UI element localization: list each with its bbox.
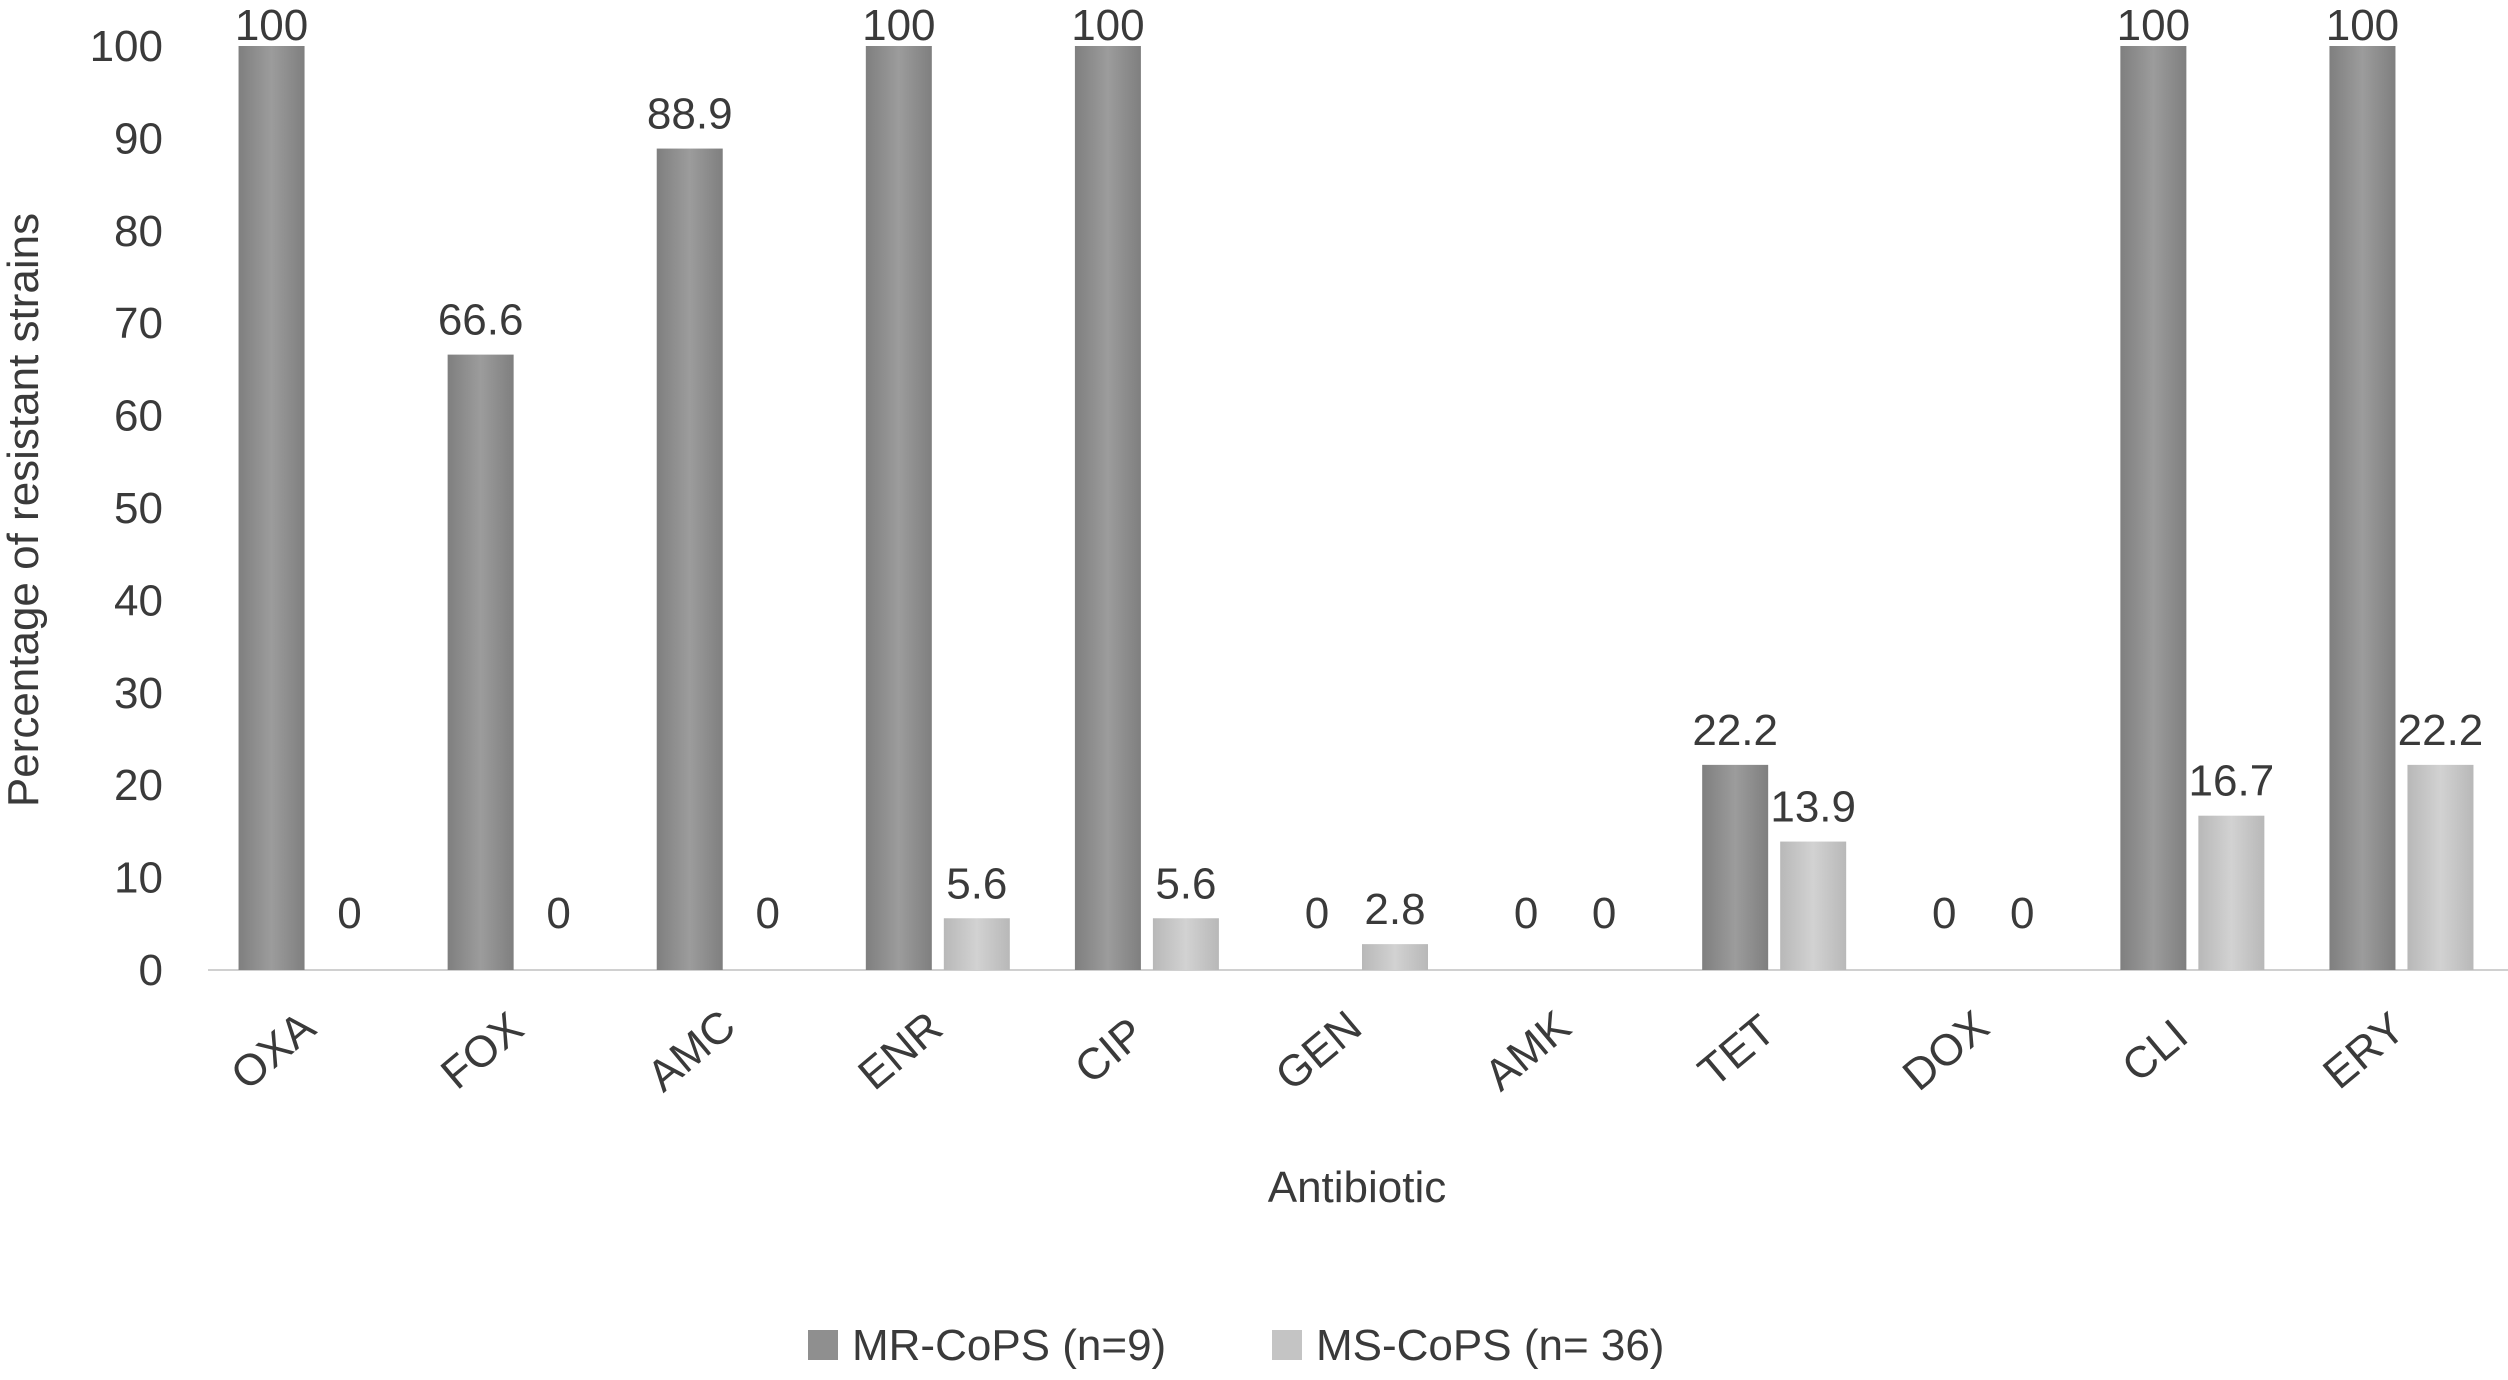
data-label: 100 — [235, 1, 308, 50]
data-label: 100 — [862, 1, 935, 50]
y-axis-label: Percentage of resistant strains — [0, 213, 48, 807]
data-label: 100 — [1071, 1, 1144, 50]
bars — [238, 46, 2474, 971]
bar-mr-cops-fox — [447, 354, 514, 971]
bar-mr-cops-ery — [2329, 46, 2396, 970]
bar-ms-cops-gen — [1362, 944, 1428, 970]
y-tick-label: 80 — [114, 207, 163, 256]
data-label: 100 — [2117, 1, 2190, 50]
x-tick-label-oxa: OXA — [222, 1002, 325, 1100]
bar-mr-cops-amc — [656, 148, 723, 971]
data-label: 100 — [2326, 1, 2399, 50]
y-axis-ticks: 0 10 20 30 40 50 60 70 80 90 100 — [90, 22, 163, 995]
data-label: 22.2 — [2398, 706, 2484, 755]
legend-swatch — [808, 1330, 838, 1360]
bar-ms-cops-cli — [2198, 815, 2265, 970]
data-label: 0 — [337, 889, 361, 938]
x-axis-label: Antibiotic — [1268, 1163, 1447, 1212]
y-tick-label: 0 — [139, 946, 163, 995]
y-tick-label: 90 — [114, 114, 163, 163]
x-tick-label-enr: ENR — [849, 1002, 952, 1099]
x-tick-label-amk: AMK — [1475, 1001, 1580, 1100]
x-tick-label-amc: AMC — [638, 1001, 744, 1101]
data-label: 0 — [1514, 889, 1538, 938]
y-tick-label: 100 — [90, 22, 163, 71]
bar-mr-cops-cip — [1074, 46, 1141, 970]
bar-ms-cops-tet — [1780, 841, 1847, 970]
data-label: 0 — [1592, 889, 1616, 938]
data-label: 2.8 — [1364, 885, 1425, 934]
data-label: 0 — [755, 889, 779, 938]
y-tick-label: 40 — [114, 576, 163, 625]
x-tick-label-cli: CLI — [2113, 1010, 2197, 1092]
legend-swatch — [1272, 1330, 1302, 1360]
y-tick-label: 30 — [114, 669, 163, 718]
legend-label: MR-CoPS (n=9) — [852, 1321, 1166, 1370]
legend: MR-CoPS (n=9) MS-CoPS (n= 36) — [808, 1321, 1664, 1370]
x-tick-label-fox: FOX — [432, 1003, 533, 1099]
y-tick-label: 50 — [114, 484, 163, 533]
x-tick-label-dox: DOX — [1894, 1001, 1999, 1100]
bar-mr-cops-oxa — [238, 46, 305, 970]
legend-label: MS-CoPS (n= 36) — [1316, 1321, 1664, 1370]
data-label: 22.2 — [1692, 706, 1778, 755]
data-label: 0 — [1932, 889, 1956, 938]
bar-ms-cops-cip — [1152, 918, 1219, 970]
bar-mr-cops-cli — [2120, 46, 2187, 970]
data-label: 66.6 — [438, 296, 524, 345]
y-tick-label: 10 — [114, 854, 163, 903]
data-label: 5.6 — [946, 859, 1007, 908]
x-tick-label-ery: ERY — [2314, 1003, 2414, 1098]
y-tick-label: 60 — [114, 392, 163, 441]
legend-item-mr-cops: MR-CoPS (n=9) — [808, 1321, 1166, 1370]
data-label: 16.7 — [2189, 757, 2275, 806]
data-label: 88.9 — [647, 90, 733, 139]
bar-ms-cops-enr — [943, 918, 1010, 970]
bar-mr-cops-tet — [1702, 764, 1769, 970]
x-tick-label-gen: GEN — [1266, 1001, 1371, 1100]
data-label: 13.9 — [1770, 783, 1856, 832]
x-tick-label-cip: CIP — [1066, 1009, 1154, 1094]
bar-ms-cops-ery — [2407, 764, 2474, 970]
y-tick-label: 70 — [114, 299, 163, 348]
x-tick-label-tet: TET — [1689, 1005, 1784, 1096]
bar-mr-cops-enr — [865, 46, 932, 970]
data-label: 0 — [1305, 889, 1329, 938]
data-label: 0 — [2010, 889, 2034, 938]
x-axis-ticks: OXA FOX AMC ENR CIP GEN AMK TET DOX CLI ERY — [222, 1001, 2414, 1101]
legend-item-ms-cops: MS-CoPS (n= 36) — [1272, 1321, 1664, 1370]
data-labels: 100 66.6 88.9 100 100 0 0 22.2 0 100 100 0 0 0 5.6 5.6 2… — [235, 1, 2483, 938]
data-label: 5.6 — [1155, 859, 1216, 908]
y-tick-label: 20 — [114, 761, 163, 810]
data-label: 0 — [546, 889, 570, 938]
